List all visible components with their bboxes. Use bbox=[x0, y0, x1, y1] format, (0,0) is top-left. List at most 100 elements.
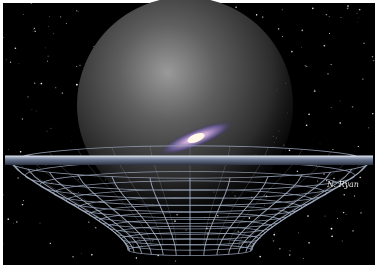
star bbox=[324, 45, 326, 47]
star bbox=[332, 149, 333, 150]
star bbox=[331, 235, 333, 237]
star bbox=[185, 229, 186, 230]
star bbox=[45, 47, 46, 48]
star bbox=[23, 14, 24, 15]
star bbox=[10, 62, 11, 63]
star bbox=[282, 9, 283, 10]
star bbox=[308, 242, 310, 244]
star bbox=[352, 106, 353, 107]
star bbox=[66, 23, 67, 24]
star bbox=[320, 144, 321, 145]
star bbox=[34, 28, 35, 29]
star bbox=[344, 194, 345, 195]
star bbox=[306, 125, 308, 127]
star bbox=[346, 214, 347, 215]
star bbox=[91, 254, 93, 256]
star bbox=[340, 100, 341, 101]
star bbox=[105, 179, 106, 180]
star bbox=[279, 248, 280, 249]
star bbox=[3, 244, 4, 245]
star bbox=[306, 66, 307, 67]
star bbox=[327, 73, 328, 74]
star bbox=[76, 10, 77, 11]
star bbox=[20, 151, 22, 153]
star bbox=[372, 113, 373, 114]
star bbox=[7, 218, 9, 220]
star bbox=[240, 244, 241, 245]
star bbox=[136, 257, 137, 258]
star bbox=[273, 240, 275, 242]
star bbox=[341, 17, 342, 18]
star bbox=[289, 254, 290, 255]
star bbox=[15, 48, 17, 50]
artwork: N. Ryan bbox=[0, 0, 378, 268]
star bbox=[357, 13, 358, 14]
star bbox=[228, 250, 229, 251]
star bbox=[329, 33, 330, 34]
star bbox=[274, 233, 275, 234]
star bbox=[297, 171, 298, 172]
star bbox=[237, 231, 239, 233]
star bbox=[358, 17, 359, 18]
star bbox=[291, 51, 293, 53]
star bbox=[289, 150, 291, 152]
star bbox=[331, 107, 332, 108]
star bbox=[217, 215, 218, 216]
star bbox=[372, 56, 373, 57]
star bbox=[331, 64, 332, 65]
star bbox=[259, 256, 261, 258]
star bbox=[301, 47, 302, 48]
star bbox=[78, 179, 79, 180]
star bbox=[307, 215, 309, 217]
star bbox=[6, 59, 7, 60]
star bbox=[49, 16, 50, 17]
star bbox=[235, 6, 237, 8]
star bbox=[363, 43, 364, 44]
spacetime-plane bbox=[5, 156, 373, 165]
star bbox=[33, 31, 34, 32]
star bbox=[317, 180, 318, 181]
star bbox=[357, 22, 358, 23]
star bbox=[22, 204, 23, 205]
star bbox=[347, 5, 349, 7]
star bbox=[47, 131, 48, 132]
star bbox=[176, 214, 177, 215]
star bbox=[260, 238, 261, 239]
star bbox=[329, 16, 330, 17]
star bbox=[373, 60, 374, 61]
star bbox=[72, 256, 73, 257]
star bbox=[22, 118, 23, 119]
star bbox=[333, 178, 334, 179]
star bbox=[339, 122, 341, 124]
star bbox=[3, 194, 4, 195]
star bbox=[362, 78, 364, 80]
star bbox=[36, 111, 37, 112]
star bbox=[81, 253, 82, 254]
star bbox=[40, 223, 41, 224]
star bbox=[3, 37, 4, 38]
star bbox=[33, 29, 34, 30]
star bbox=[273, 234, 275, 236]
page: {"signature": "N. Ryan"} N. Ryan (() => … bbox=[0, 0, 378, 268]
star bbox=[76, 84, 78, 86]
star bbox=[337, 218, 338, 219]
star bbox=[325, 216, 326, 217]
star bbox=[32, 109, 33, 110]
star bbox=[76, 66, 77, 67]
star bbox=[352, 230, 354, 232]
star bbox=[41, 83, 43, 85]
signature: N. Ryan bbox=[326, 180, 359, 189]
star bbox=[79, 65, 81, 67]
star bbox=[285, 150, 286, 151]
star bbox=[48, 56, 49, 57]
star bbox=[17, 177, 19, 179]
star bbox=[152, 240, 154, 242]
star bbox=[174, 220, 176, 222]
star bbox=[60, 16, 61, 17]
star bbox=[359, 9, 361, 11]
star bbox=[88, 222, 89, 223]
star bbox=[264, 205, 265, 206]
star bbox=[368, 127, 369, 128]
star bbox=[27, 96, 28, 97]
star bbox=[34, 83, 35, 84]
